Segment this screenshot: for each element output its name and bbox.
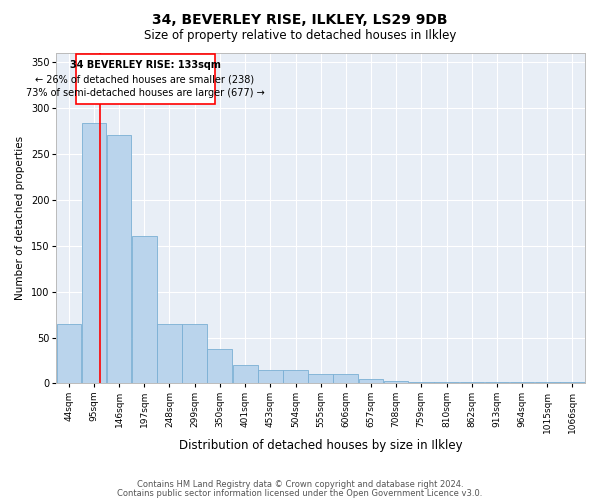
Bar <box>107 135 131 384</box>
Bar <box>460 382 484 384</box>
Bar <box>535 382 560 384</box>
Text: Size of property relative to detached houses in Ilkley: Size of property relative to detached ho… <box>144 29 456 42</box>
Text: Contains HM Land Registry data © Crown copyright and database right 2024.: Contains HM Land Registry data © Crown c… <box>137 480 463 489</box>
Text: ← 26% of detached houses are smaller (238): ← 26% of detached houses are smaller (23… <box>35 74 254 84</box>
Bar <box>510 382 535 384</box>
Bar <box>56 324 81 384</box>
Bar <box>485 382 509 384</box>
Bar <box>308 374 333 384</box>
X-axis label: Distribution of detached houses by size in Ilkley: Distribution of detached houses by size … <box>179 440 463 452</box>
Bar <box>560 382 585 384</box>
Bar <box>157 324 182 384</box>
Bar <box>132 236 157 384</box>
Bar <box>76 54 215 104</box>
Y-axis label: Number of detached properties: Number of detached properties <box>15 136 25 300</box>
Bar <box>208 350 232 384</box>
Text: 73% of semi-detached houses are larger (677) →: 73% of semi-detached houses are larger (… <box>26 88 265 98</box>
Bar <box>434 382 459 384</box>
Bar <box>359 379 383 384</box>
Text: Contains public sector information licensed under the Open Government Licence v3: Contains public sector information licen… <box>118 488 482 498</box>
Bar <box>384 380 409 384</box>
Bar <box>258 370 283 384</box>
Text: 34, BEVERLEY RISE, ILKLEY, LS29 9DB: 34, BEVERLEY RISE, ILKLEY, LS29 9DB <box>152 12 448 26</box>
Bar <box>233 365 257 384</box>
Bar <box>82 124 106 384</box>
Bar <box>182 324 207 384</box>
Bar <box>334 374 358 384</box>
Text: 34 BEVERLEY RISE: 133sqm: 34 BEVERLEY RISE: 133sqm <box>70 60 220 70</box>
Bar <box>409 382 434 384</box>
Bar <box>283 370 308 384</box>
